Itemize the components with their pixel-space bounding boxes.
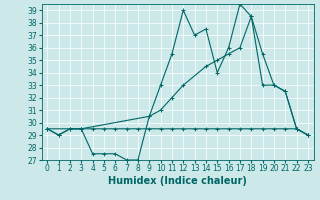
X-axis label: Humidex (Indice chaleur): Humidex (Indice chaleur) — [108, 176, 247, 186]
